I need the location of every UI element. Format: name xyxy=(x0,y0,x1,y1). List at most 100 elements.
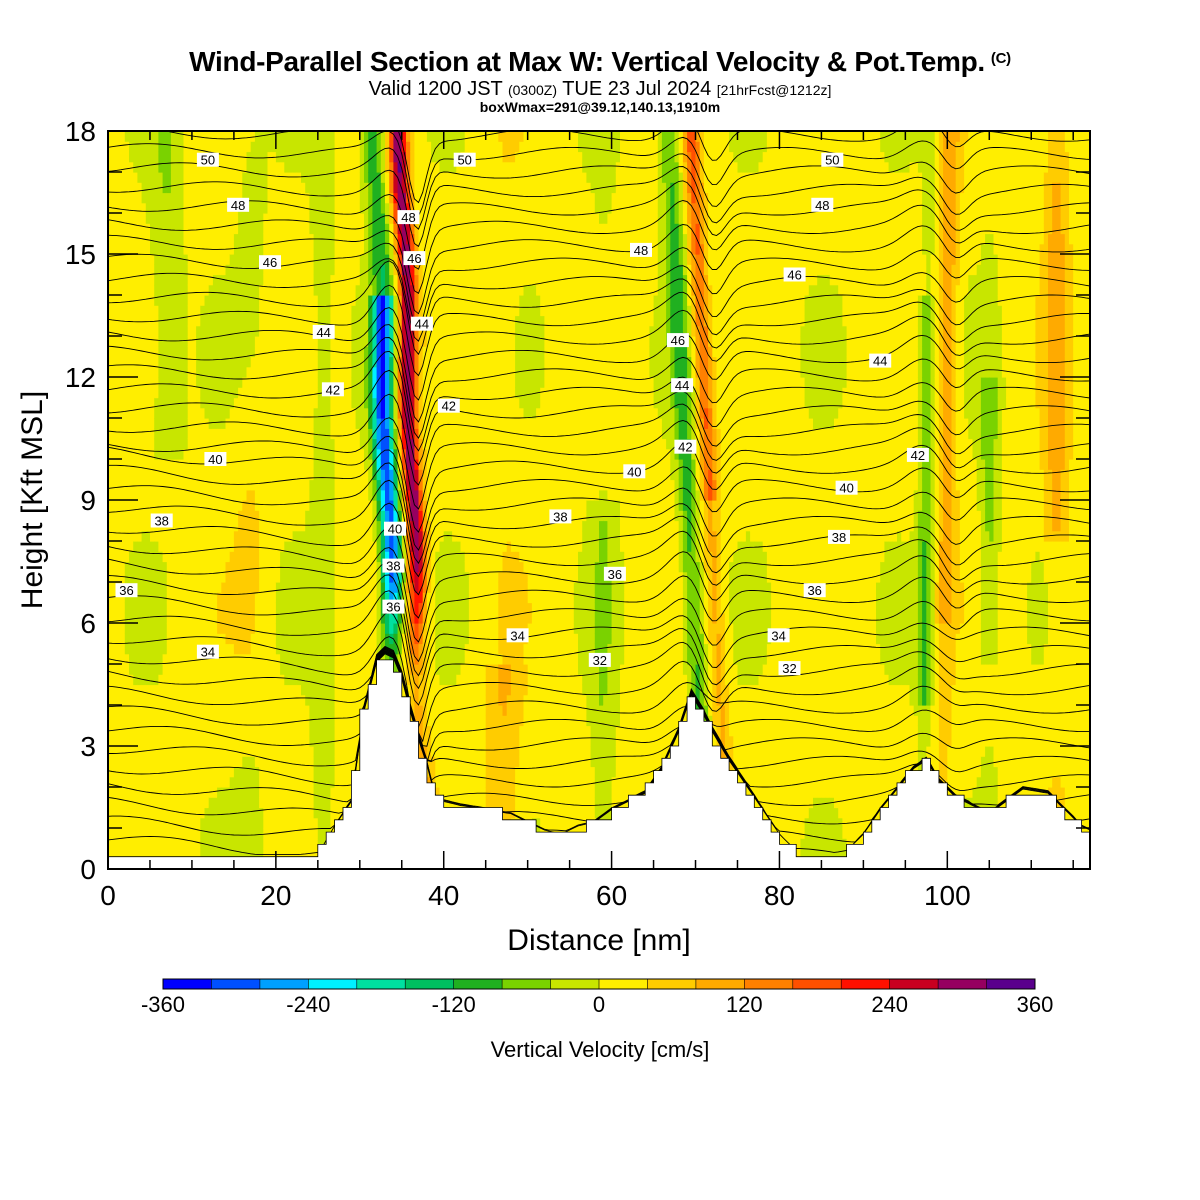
w-cell xyxy=(296,684,302,696)
w-cell xyxy=(288,418,294,429)
w-cell xyxy=(301,469,306,481)
w-cell xyxy=(124,592,130,604)
w-cell xyxy=(175,366,180,378)
w-cell xyxy=(217,530,222,542)
w-cell xyxy=(112,233,117,245)
w-cell xyxy=(108,387,113,399)
w-cell xyxy=(368,664,373,675)
w-cell xyxy=(137,664,143,675)
w-cell xyxy=(296,141,302,153)
w-cell xyxy=(129,561,134,573)
w-cell xyxy=(343,428,348,440)
w-cell xyxy=(246,254,252,265)
w-cell xyxy=(254,274,260,286)
w-cell xyxy=(259,807,264,819)
w-cell xyxy=(397,653,403,665)
w-cell xyxy=(309,336,315,347)
w-cell xyxy=(150,838,155,850)
w-cell xyxy=(343,756,348,768)
w-cell xyxy=(351,746,357,757)
w-cell xyxy=(170,397,176,409)
w-cell xyxy=(284,213,290,224)
w-cell xyxy=(326,797,331,809)
w-cell xyxy=(364,202,369,214)
w-cell xyxy=(233,366,239,378)
w-cell xyxy=(393,551,399,563)
w-cell xyxy=(150,612,155,624)
w-cell xyxy=(133,602,138,614)
w-cell xyxy=(351,582,357,593)
w-cell xyxy=(267,746,273,757)
w-cell xyxy=(254,397,260,409)
w-cell xyxy=(347,715,352,727)
w-cell xyxy=(108,274,113,286)
w-cell xyxy=(233,623,239,634)
w-cell xyxy=(271,541,277,552)
w-cell xyxy=(296,653,302,665)
w-cell xyxy=(372,325,378,337)
w-cell xyxy=(246,346,252,358)
w-cell xyxy=(238,828,243,839)
w-cell xyxy=(271,510,277,522)
w-cell xyxy=(196,807,201,819)
w-cell xyxy=(263,735,269,747)
w-cell xyxy=(292,284,298,296)
w-cell xyxy=(372,448,378,460)
w-cell xyxy=(129,674,134,686)
w-cell xyxy=(229,500,235,511)
w-cell xyxy=(154,151,159,163)
w-cell xyxy=(179,202,185,214)
w-cell xyxy=(271,582,277,593)
w-cell xyxy=(334,715,340,727)
w-cell xyxy=(355,151,361,163)
w-cell xyxy=(133,428,138,440)
w-cell xyxy=(204,356,210,368)
w-cell xyxy=(200,510,206,522)
w-cell xyxy=(275,602,281,614)
w-cell xyxy=(137,807,143,819)
w-cell xyxy=(263,582,269,593)
w-cell xyxy=(212,479,218,491)
w-cell xyxy=(154,397,159,409)
w-cell xyxy=(322,305,327,317)
w-cell xyxy=(246,438,252,450)
w-cell xyxy=(191,192,197,204)
w-cell xyxy=(280,715,285,727)
w-cell xyxy=(301,551,306,563)
w-cell xyxy=(242,725,248,737)
w-cell xyxy=(368,161,373,173)
w-cell xyxy=(322,459,327,470)
w-cell xyxy=(154,213,159,224)
w-cell xyxy=(301,448,306,460)
w-cell xyxy=(112,643,117,655)
w-cell xyxy=(120,418,126,429)
w-cell xyxy=(259,735,264,747)
w-cell xyxy=(208,797,214,809)
w-cell xyxy=(129,151,134,163)
w-cell xyxy=(385,315,390,327)
w-cell xyxy=(250,756,256,768)
w-cell xyxy=(338,664,344,675)
w-cell xyxy=(322,633,327,645)
w-cell xyxy=(284,500,290,511)
w-cell xyxy=(259,428,264,440)
w-cell xyxy=(175,264,180,276)
w-cell xyxy=(313,254,319,265)
w-cell xyxy=(385,551,390,563)
w-cell xyxy=(225,346,231,358)
w-cell xyxy=(217,366,222,378)
w-cell xyxy=(187,756,193,768)
w-cell xyxy=(112,571,117,583)
w-cell xyxy=(275,776,281,788)
w-cell xyxy=(254,438,260,450)
w-cell xyxy=(238,274,243,286)
w-cell xyxy=(280,561,285,573)
w-cell xyxy=(175,305,180,317)
w-cell xyxy=(108,530,113,542)
w-cell xyxy=(150,305,155,317)
w-cell xyxy=(275,489,281,501)
w-cell xyxy=(280,131,285,142)
w-cell xyxy=(183,735,189,747)
w-cell xyxy=(137,500,143,511)
w-cell xyxy=(179,377,185,388)
